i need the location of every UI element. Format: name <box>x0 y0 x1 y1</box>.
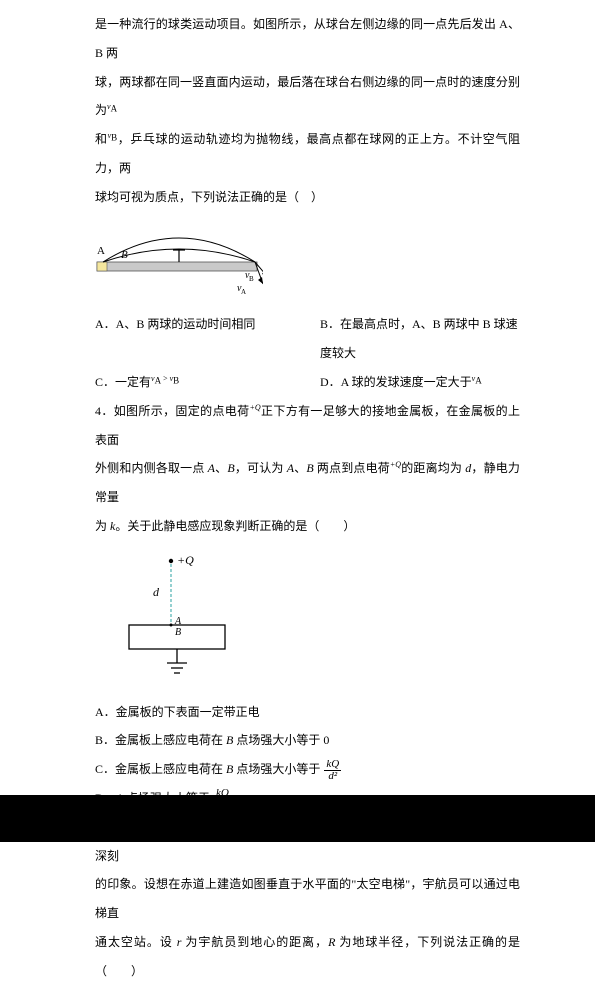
q3-optC: C．一定有vA > vB <box>95 368 320 397</box>
q3-optD: D．A 球的发球速度一定大于vA <box>320 368 520 397</box>
bottom-black-bar <box>0 795 595 842</box>
q3-row-ab: A．A、B 两球的运动时间相同 B．在最高点时，A、B 两球中 B 球速度较大 <box>95 310 520 368</box>
q5-line2: 的印象。设想在赤道上建造如图垂直于水平面的"太空电梯"，宇航员可以通过电梯直 <box>95 870 520 928</box>
p3-vb: vB <box>108 131 118 140</box>
p3a: 和 <box>95 132 108 146</box>
p3c: ，乒乓球的运动轨迹均为抛物线，最高点都在球网的正上方。不计空气阻力，两 <box>95 132 520 175</box>
p3: 和vB，乒乓球的运动轨迹均为抛物线，最高点都在球网的正上方。不计空气阻力，两 <box>95 125 520 183</box>
svg-text:B: B <box>249 275 254 283</box>
figure-pingpong: A B v B v A <box>95 222 520 305</box>
svg-text:+Q: +Q <box>177 553 194 567</box>
q4-optA: A．金属板的下表面一定带正电 <box>95 698 520 727</box>
q3-optB: B．在最高点时，A、B 两球中 B 球速度较大 <box>320 310 520 368</box>
p2a: 球，两球都在同一竖直面内运动，最后落在球台右侧边缘的同一点时的速度分别为 <box>95 75 520 118</box>
q4-optB: B．金属板上感应电荷在 B 点场强大小等于 0 <box>95 726 520 755</box>
q3-optA: A．A、B 两球的运动时间相同 <box>95 310 320 368</box>
q5-line3: 通太空站。设 r 为宇航员到地心的距离，R 为地球半径，下列说法正确的是（ ） <box>95 928 520 986</box>
svg-text:d: d <box>153 585 160 599</box>
svg-text:A: A <box>174 616 182 627</box>
q4-optC: C．金属板上感应电荷在 B 点场强大小等于 kQd² <box>95 755 520 784</box>
svg-text:A: A <box>241 288 246 294</box>
q4-Q1: +Q <box>250 403 261 412</box>
q4-line2: 外侧和内侧各取一点 A、B，可认为 A、B 两点到点电荷+Q的距离均为 d，静电… <box>95 454 520 512</box>
figure-charge-plate: +Q d A B <box>123 551 520 692</box>
q4-Q2: +Q <box>390 460 401 469</box>
svg-text:B: B <box>121 249 128 261</box>
q4-optC-frac: kQd² <box>324 759 341 782</box>
p4: 球均可视为质点，下列说法正确的是（ ） <box>95 183 520 212</box>
q3-row-cd: C．一定有vA > vB D．A 球的发球速度一定大于vA <box>95 368 520 397</box>
q4-line3: 为 k。关于此静电感应现象判断正确的是（ ） <box>95 512 520 541</box>
svg-text:A: A <box>97 245 105 257</box>
svg-text:B: B <box>175 627 181 638</box>
p2: 球，两球都在同一竖直面内运动，最后落在球台右侧边缘的同一点时的速度分别为vA <box>95 68 520 126</box>
q4-line1: 4．如图所示，固定的点电荷+Q正下方有一足够大的接地金属板，在金属板的上表面 <box>95 397 520 455</box>
p1: 是一种流行的球类运动项目。如图所示，从球台左侧边缘的同一点先后发出 A、B 两 <box>95 10 520 68</box>
p2-va: vA <box>107 102 117 111</box>
